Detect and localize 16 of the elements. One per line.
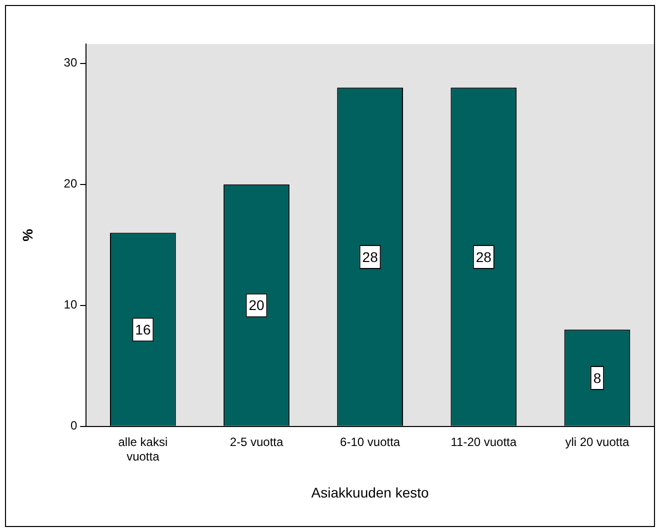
x-tick-label: 2-5 vuotta	[230, 434, 284, 449]
data-label: 28	[476, 248, 492, 265]
y-tick-label: 20	[64, 176, 78, 191]
x-tick-label: 6-10 vuotta	[340, 434, 400, 449]
data-label: 8	[593, 370, 602, 386]
data-label: 28	[362, 248, 378, 265]
data-label: 16	[135, 321, 151, 338]
x-tick-label: alle kaksi vuotta	[118, 434, 168, 464]
y-axis-title: %	[19, 228, 36, 242]
x-tick-label: 11-20 vuotta	[450, 434, 517, 449]
y-tick-label: 0	[70, 418, 78, 433]
y-tick-label: 10	[64, 298, 78, 312]
x-axis-title: Asiakkuuden kesto	[311, 484, 430, 500]
x-tick-label: yli 20 vuotta	[565, 434, 630, 449]
data-label: 20	[248, 297, 264, 314]
y-tick-label: 30	[64, 56, 78, 70]
